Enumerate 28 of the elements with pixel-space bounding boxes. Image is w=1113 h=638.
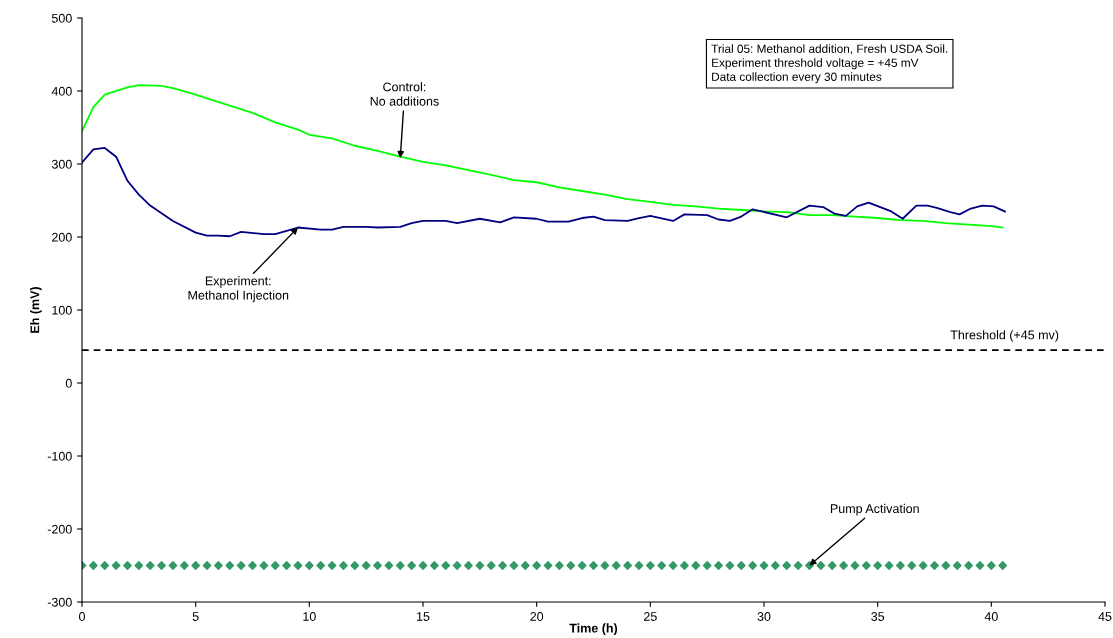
x-tick-label: 10 xyxy=(303,612,316,621)
annotation: Control: No additions xyxy=(370,82,439,106)
x-tick-label: 20 xyxy=(530,612,544,621)
y-tick-label: 400 xyxy=(51,86,72,96)
x-tick-label: 40 xyxy=(984,612,998,621)
y-tick-label: 0 xyxy=(65,378,72,388)
x-tick-label: 30 xyxy=(757,612,771,621)
y-tick-label: -300 xyxy=(47,597,72,607)
y-tick-label: 300 xyxy=(51,159,72,169)
y-tick-label: -100 xyxy=(47,451,72,461)
annotation: Experiment: Methanol Injection xyxy=(188,276,289,303)
x-tick-label: 25 xyxy=(644,612,657,621)
y-tick-label: 100 xyxy=(52,305,72,315)
line-series xyxy=(82,147,1006,238)
x-tick-label: 15 xyxy=(417,612,430,621)
y-tick-label: -200 xyxy=(47,524,72,534)
x-tick-label: 35 xyxy=(871,612,885,621)
x-tick-label: 5 xyxy=(192,612,199,621)
y-tick-label: 200 xyxy=(52,232,72,242)
line-series xyxy=(82,84,1004,229)
ref-line-label: Threshold (+45 mv) xyxy=(950,330,1059,342)
annotation: Pump Activation xyxy=(830,503,919,516)
annotation: Trial 05: Methanol addition, Fresh USDA Soil. Experiment threshold voltage = +45 mV Data collection every 30 minutes xyxy=(711,44,948,84)
y-tick-label: 500 xyxy=(51,13,72,23)
x-tick-label: 45 xyxy=(1098,612,1112,621)
x-tick-label: 0 xyxy=(79,612,85,621)
y-axis-title: Eh (mV) xyxy=(30,287,42,333)
x-axis-title: Time (h) xyxy=(569,623,618,636)
